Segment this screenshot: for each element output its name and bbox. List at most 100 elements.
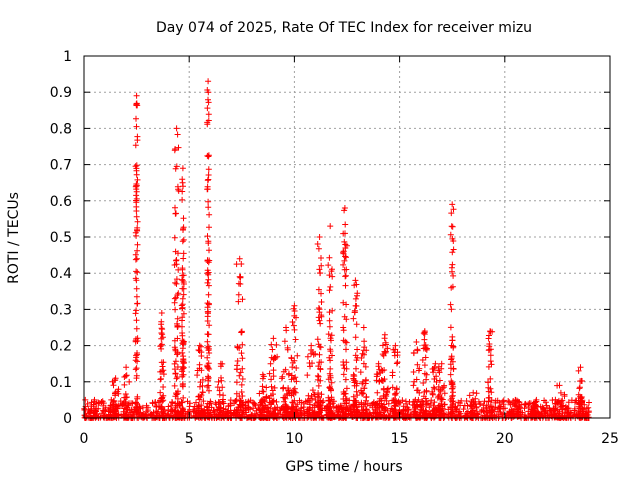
data-point bbox=[251, 400, 258, 407]
data-point bbox=[132, 399, 139, 406]
data-point bbox=[391, 397, 398, 404]
data-point bbox=[441, 401, 448, 408]
data-point bbox=[448, 223, 455, 230]
data-point bbox=[293, 378, 300, 385]
data-point bbox=[318, 290, 324, 297]
data-point bbox=[327, 335, 334, 342]
data-point bbox=[463, 398, 470, 404]
data-point bbox=[180, 215, 187, 222]
data-point bbox=[84, 400, 91, 407]
data-point bbox=[487, 385, 494, 392]
data-point bbox=[327, 374, 334, 381]
data-point bbox=[557, 389, 564, 396]
data-point bbox=[133, 213, 140, 220]
data-point bbox=[292, 409, 299, 416]
data-point bbox=[133, 268, 140, 275]
data-point bbox=[586, 399, 592, 406]
data-point bbox=[571, 405, 578, 412]
data-point bbox=[282, 414, 289, 421]
data-point bbox=[447, 324, 454, 331]
data-point bbox=[234, 343, 241, 350]
data-point bbox=[388, 405, 395, 412]
data-point bbox=[325, 262, 332, 269]
data-point bbox=[293, 365, 300, 371]
data-point bbox=[91, 396, 98, 403]
data-point bbox=[134, 176, 141, 183]
data-point bbox=[205, 204, 212, 211]
data-point bbox=[239, 355, 246, 362]
data-point bbox=[296, 397, 303, 404]
data-point bbox=[447, 231, 454, 238]
data-point bbox=[149, 400, 156, 407]
data-point bbox=[423, 376, 430, 383]
data-point bbox=[238, 328, 245, 335]
data-point bbox=[112, 390, 118, 397]
data-point bbox=[238, 389, 245, 395]
data-point bbox=[487, 375, 494, 382]
data-point bbox=[536, 411, 543, 418]
data-point bbox=[466, 392, 473, 399]
data-point bbox=[342, 253, 349, 260]
data-point bbox=[343, 301, 350, 308]
data-point bbox=[233, 366, 240, 373]
data-point bbox=[91, 409, 98, 416]
data-point bbox=[179, 238, 186, 245]
data-point bbox=[236, 372, 243, 379]
data-point bbox=[220, 408, 227, 415]
data-point bbox=[270, 356, 277, 363]
data-point bbox=[273, 341, 280, 348]
data-point bbox=[329, 307, 336, 314]
data-point bbox=[199, 376, 206, 383]
data-point bbox=[290, 322, 297, 329]
data-point bbox=[86, 408, 93, 415]
data-point bbox=[449, 283, 456, 290]
data-point bbox=[352, 302, 359, 309]
data-point bbox=[316, 309, 323, 316]
data-point bbox=[382, 405, 389, 412]
data-point bbox=[123, 372, 130, 379]
data-point bbox=[436, 408, 443, 414]
data-point bbox=[431, 399, 438, 406]
data-point bbox=[353, 357, 360, 364]
data-point bbox=[480, 402, 487, 409]
data-point bbox=[314, 241, 321, 247]
data-point bbox=[134, 247, 141, 254]
data-point bbox=[483, 405, 489, 412]
data-point bbox=[317, 270, 324, 277]
data-point bbox=[447, 301, 454, 308]
data-point bbox=[204, 105, 211, 112]
data-point bbox=[291, 302, 298, 309]
data-point bbox=[423, 401, 430, 408]
data-point bbox=[326, 317, 333, 324]
data-point bbox=[179, 188, 186, 195]
data-point bbox=[196, 361, 203, 368]
data-point bbox=[204, 177, 211, 184]
x-tick-label: 25 bbox=[601, 431, 619, 447]
series-roti bbox=[81, 78, 592, 421]
data-point bbox=[232, 398, 239, 405]
data-point bbox=[262, 405, 268, 412]
data-point bbox=[381, 331, 388, 338]
data-point bbox=[550, 405, 557, 412]
data-point bbox=[342, 411, 349, 418]
data-point bbox=[121, 381, 128, 388]
data-point bbox=[578, 414, 585, 421]
data-point bbox=[350, 315, 357, 322]
data-point bbox=[239, 365, 246, 372]
data-point bbox=[194, 372, 201, 379]
data-point bbox=[393, 360, 400, 367]
data-point bbox=[327, 346, 334, 353]
data-point bbox=[328, 379, 335, 386]
y-tick-label: 0.3 bbox=[50, 302, 72, 318]
data-point bbox=[357, 369, 364, 376]
data-point bbox=[268, 383, 275, 390]
data-point bbox=[430, 402, 437, 409]
data-point bbox=[308, 342, 315, 349]
data-point bbox=[274, 353, 281, 360]
data-point bbox=[179, 408, 186, 415]
data-point bbox=[450, 412, 457, 419]
data-point bbox=[133, 92, 140, 99]
data-point bbox=[448, 353, 455, 360]
data-point bbox=[416, 389, 423, 396]
data-point bbox=[437, 396, 444, 403]
